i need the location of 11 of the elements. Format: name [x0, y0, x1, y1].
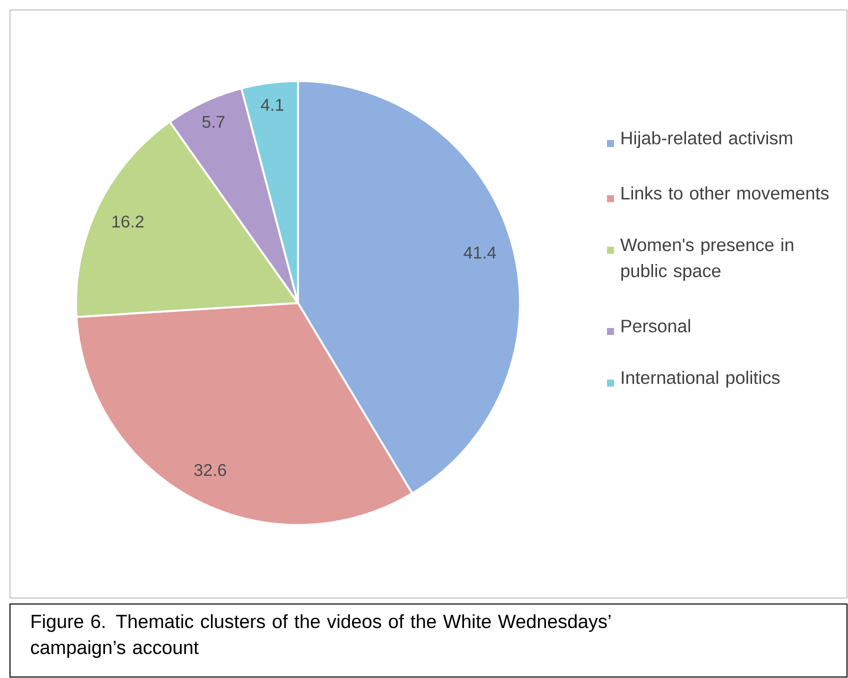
legend-label: Links to other movements: [622, 186, 829, 200]
data-label: 16.2: [112, 216, 144, 228]
legend-label: Hijab-related activism: [622, 131, 792, 148]
data-label: 41.4: [464, 247, 496, 259]
data-label: 5.7: [202, 116, 224, 128]
data-label: 32.6: [194, 464, 226, 476]
caption: Figure 6. Thematic clusters of the videos of the White Wednesdays’ campaign’s account: [31, 614, 610, 658]
data-label: 4.1: [260, 99, 284, 111]
legend-label: International politics: [622, 371, 780, 388]
legend-label: Personal: [622, 319, 690, 333]
legend-label: Women's presence in public space: [620, 238, 794, 282]
